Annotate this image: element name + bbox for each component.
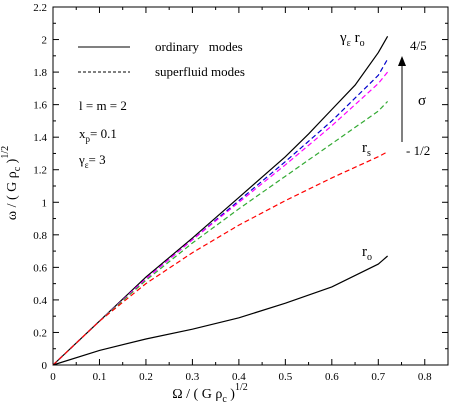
parameter-annotations: l = m = 2 xp= 0.1 γε= 3 [78,98,127,170]
series-group [52,36,389,366]
label-ro: ro [362,244,372,263]
sigma-top-label: 4/5 [410,38,427,53]
y-tick-label: 0.2 [33,327,47,339]
param-gamma: γε= 3 [78,152,106,170]
y-tick-label: 2 [42,35,48,47]
sigma-label: σ [418,93,426,109]
x-tick-label: 0.2 [139,371,153,383]
y-tick-label: 1.4 [33,132,47,144]
y-tick-label: 0.6 [33,262,47,274]
x-tick-label: 0.7 [371,371,385,383]
sigma-indicator: 4/5 σ - 1/2 [398,38,430,158]
sigma-bottom-label: - 1/2 [406,143,430,158]
series-line-0 [52,36,389,366]
x-tick-label: 0.1 [93,371,107,383]
x-tick-label: 0.6 [325,371,339,383]
x-tick-label: 0.4 [232,371,246,383]
series-line-4 [52,151,388,366]
legend: ordinary modes superfluid modes [78,39,245,79]
y-tick-label: 0.4 [33,295,47,307]
param-lm: l = m = 2 [79,98,127,113]
series-line-5 [52,255,388,366]
y-tick-label: 2.2 [33,2,47,14]
x-axis-ticks: 0 0.1 0.2 0.3 0.4 0.5 0.6 0.7 0.8 [50,7,432,383]
y-tick-label: 1.8 [33,67,47,79]
x-tick-label: 0.5 [278,371,292,383]
legend-label-ordinary: ordinary modes [155,39,243,54]
y-axis-label: ω / ( G ρc )1/2 [0,146,23,220]
y-tick-label: 0.8 [33,230,47,242]
label-gamma-ro: γε ro [339,30,365,49]
x-tick-label: 0.8 [418,371,432,383]
y-tick-label: 0 [42,360,48,372]
x-tick-label: 0 [50,371,56,383]
y-axis-ticks: 0 0.2 0.4 0.6 0.8 1 1.2 1.4 1.6 1.8 2 2.2 [33,2,448,372]
series-line-3 [52,100,389,366]
y-tick-label: 1 [42,197,48,209]
x-tick-label: 0.3 [186,371,200,383]
label-rs: rs [362,140,371,159]
legend-label-superfluid: superfluid modes [155,64,245,79]
x-axis-label: Ω / ( G ρc )1/2 [172,382,247,405]
sigma-arrowhead [398,56,406,66]
y-tick-label: 1.2 [33,165,47,177]
param-xp: xp= 0.1 [79,126,117,144]
y-tick-label: 1.6 [33,100,47,112]
